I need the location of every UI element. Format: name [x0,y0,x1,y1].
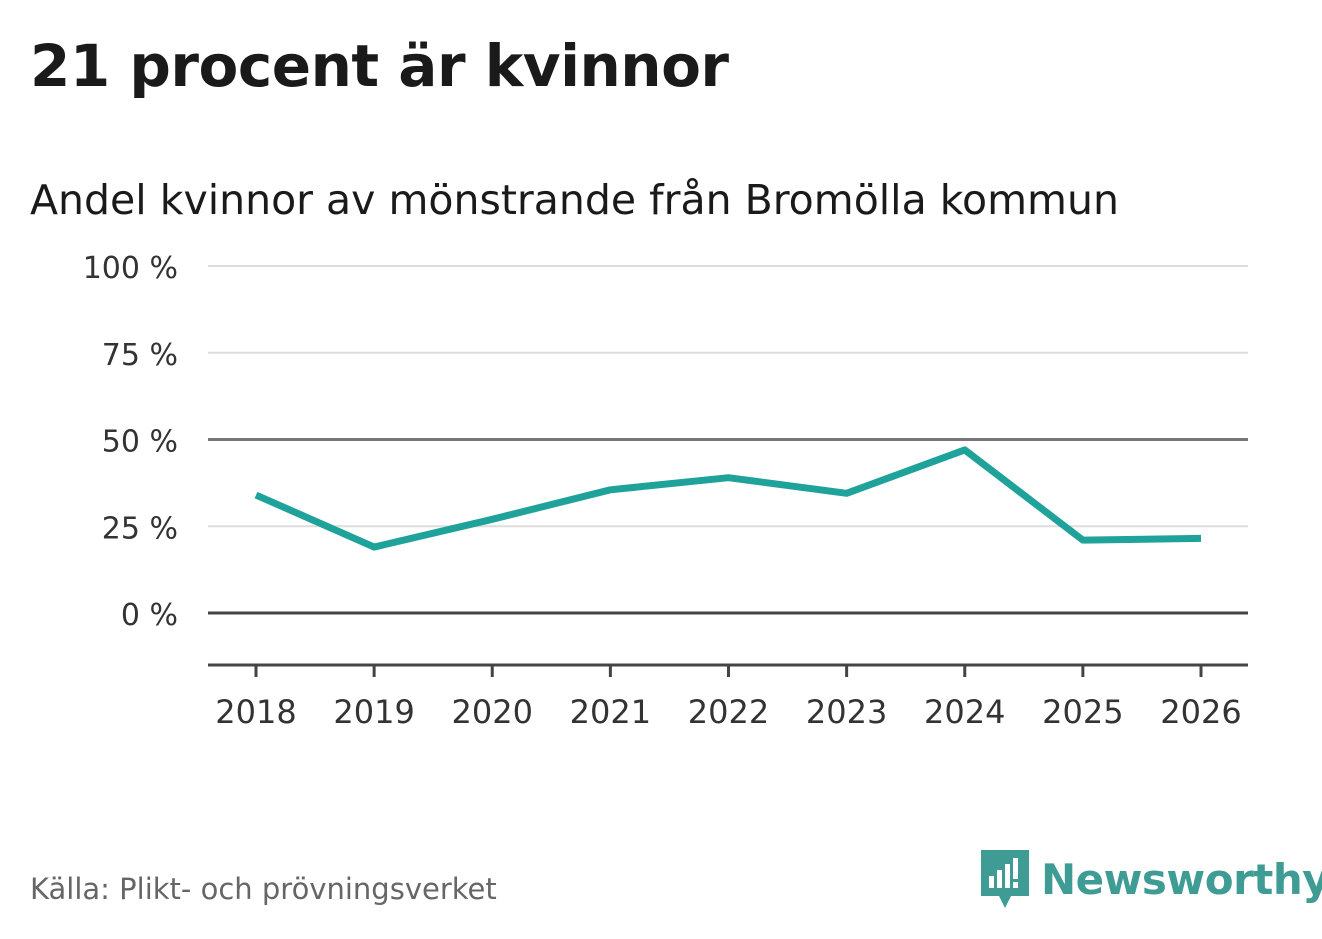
chart-subtitle: Andel kvinnor av mönstrande från Bromöll… [30,176,1119,224]
x-tick-label: 2026 [1160,693,1241,731]
y-tick-label: 100 % [83,251,178,286]
newsworthy-logo-icon [981,850,1029,908]
x-tick-label: 2024 [924,693,1005,731]
x-tick-label: 2020 [452,693,533,731]
x-tick-label: 2025 [1042,693,1123,731]
source-note: Källa: Plikt- och prövningsverket [30,872,497,906]
brand-logo: Newsworthy [981,850,1322,908]
x-tick-label: 2021 [570,693,651,731]
x-tick-label: 2019 [333,693,414,731]
x-axis: 2018 2019 2020 2021 2022 2023 2024 2025 2026 [208,663,1248,731]
y-axis-ticks: 0 % 25 % 50 % 75 % 100 % [83,251,178,633]
y-tick-label: 25 % [102,511,178,546]
x-tick-label: 2023 [806,693,887,731]
x-tick-label: 2018 [215,693,296,731]
y-tick-label: 0 % [121,598,178,633]
y-tick-label: 50 % [102,425,178,460]
gridlines [208,265,1248,615]
series-lines [254,446,1202,551]
brand-name: Newsworthy [1041,854,1322,904]
y-tick-label: 75 % [102,338,178,373]
x-tick-label: 2022 [688,693,769,731]
series-line-0 [254,446,1202,551]
chart-title: 21 procent är kvinnor [30,32,729,100]
